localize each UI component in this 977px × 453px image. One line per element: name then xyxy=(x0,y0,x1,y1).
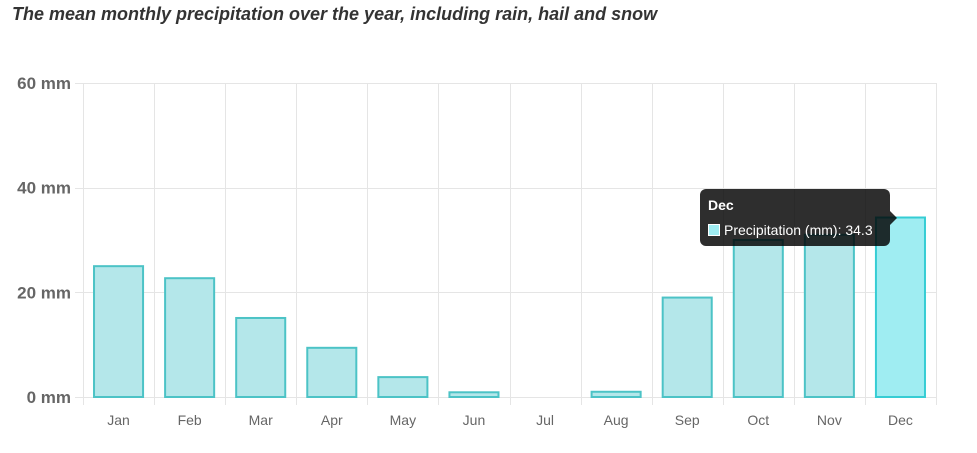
y-tick-label: 20 mm xyxy=(17,283,71,302)
bar-nov[interactable] xyxy=(803,233,855,398)
tooltip-color-swatch xyxy=(708,224,720,236)
y-axis-ticks: 0 mm 20 mm 40 mm 60 mm xyxy=(17,74,71,407)
tooltip-row: Precipitation (mm): 34.3 xyxy=(708,222,873,238)
x-axis-ticks: Jan Feb Mar Apr May Jun Jul Aug Sep Oct Nov Dec xyxy=(107,412,913,428)
bar-jan[interactable] xyxy=(93,265,145,398)
x-tick-label: Jan xyxy=(107,412,130,428)
x-tick-label: Jul xyxy=(536,412,554,428)
x-tick-label: Aug xyxy=(604,412,629,428)
bar-oct[interactable] xyxy=(732,239,784,398)
x-tick-label: Dec xyxy=(888,412,913,428)
tooltip-title: Dec xyxy=(708,197,734,213)
x-tick-label: Nov xyxy=(817,412,842,428)
tooltip-label: Precipitation (mm): 34.3 xyxy=(724,222,873,238)
x-tick-label: Sep xyxy=(675,412,700,428)
bar-dec[interactable] xyxy=(874,216,926,398)
bar-mar[interactable] xyxy=(235,316,287,398)
x-tick-label: Oct xyxy=(747,412,769,428)
x-tick-label: May xyxy=(390,412,416,428)
x-tick-label: Feb xyxy=(178,412,202,428)
bar-apr[interactable] xyxy=(306,346,358,399)
y-tick-label: 40 mm xyxy=(17,179,71,198)
y-tick-label: 60 mm xyxy=(17,74,71,93)
bar-jun[interactable] xyxy=(448,391,500,399)
grid-lines xyxy=(75,83,937,405)
x-tick-label: Mar xyxy=(249,412,273,428)
bar-may[interactable] xyxy=(377,376,429,399)
x-tick-label: Jun xyxy=(463,412,486,428)
x-tick-label: Apr xyxy=(321,412,343,428)
bar-feb[interactable] xyxy=(164,277,216,399)
bar-tooltip: Dec Precipitation (mm): 34.3 xyxy=(700,189,897,246)
bar-aug[interactable] xyxy=(590,390,642,398)
chart-title: The mean monthly precipitation over the … xyxy=(12,4,658,24)
bars xyxy=(93,216,926,399)
y-tick-label: 0 mm xyxy=(27,388,71,407)
bar-sep[interactable] xyxy=(661,296,713,399)
